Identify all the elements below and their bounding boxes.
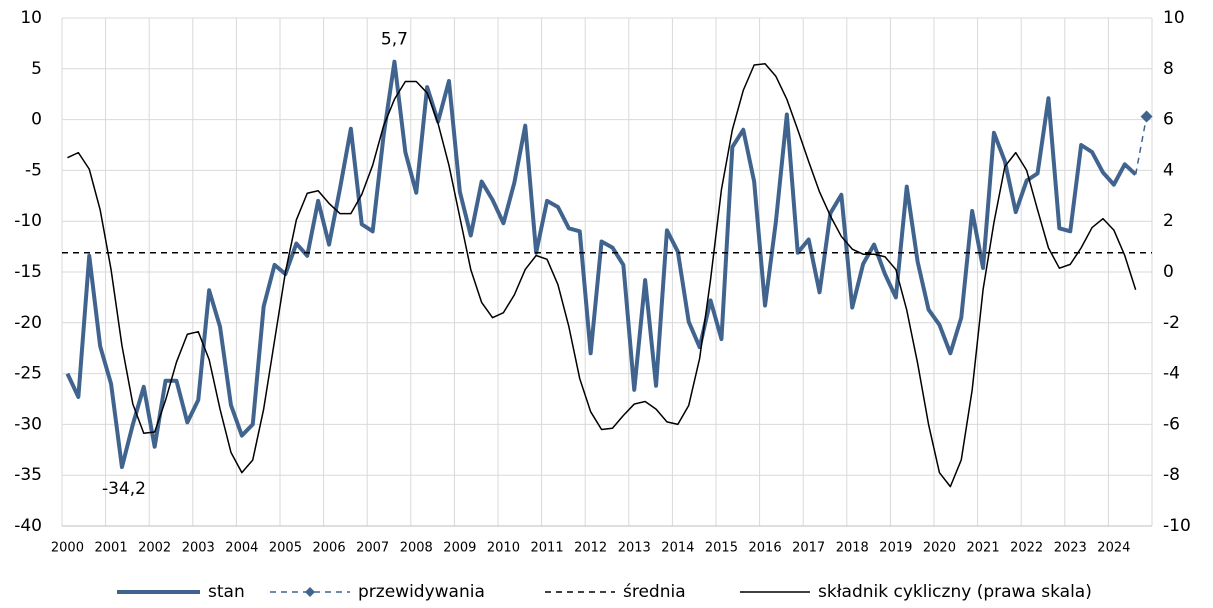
x-tick-label: 2016 bbox=[749, 541, 782, 556]
x-tick-label: 2011 bbox=[531, 541, 564, 556]
legend-label: średnia bbox=[623, 582, 686, 602]
x-tick-label: 2019 bbox=[879, 541, 912, 556]
data-label: 5,7 bbox=[381, 30, 408, 50]
x-tick-label: 2004 bbox=[225, 541, 258, 556]
x-tick-label: 2017 bbox=[792, 541, 825, 556]
series-line bbox=[65, 59, 1138, 470]
x-tick-label: 2006 bbox=[313, 541, 346, 556]
y2-tick-label: 6 bbox=[1163, 110, 1174, 130]
series-line bbox=[1134, 116, 1148, 175]
x-tick-label: 2021 bbox=[967, 541, 1000, 556]
x-tick-label: 2001 bbox=[95, 541, 128, 556]
y-tick-label: 10 bbox=[20, 8, 42, 28]
legend-marker bbox=[305, 587, 315, 597]
y-tick-label: 0 bbox=[31, 110, 42, 130]
x-tick-label: 2018 bbox=[836, 541, 869, 556]
x-tick-label: 2022 bbox=[1010, 541, 1043, 556]
series-line bbox=[67, 62, 1137, 488]
x-tick-label: 2000 bbox=[51, 541, 84, 556]
y2-tick-label: 2 bbox=[1163, 211, 1174, 231]
x-tick-label: 2014 bbox=[661, 541, 694, 556]
y-tick-label: -20 bbox=[14, 313, 42, 333]
y2-tick-label: -6 bbox=[1163, 414, 1180, 434]
y-tick-label: -40 bbox=[14, 516, 42, 536]
x-tick-label: 2008 bbox=[400, 541, 433, 556]
y-tick-label: -15 bbox=[14, 262, 42, 282]
y-tick-label: -5 bbox=[25, 160, 42, 180]
x-tick-label: 2005 bbox=[269, 541, 302, 556]
y2-tick-label: -4 bbox=[1163, 364, 1180, 384]
legend-label: stan bbox=[208, 582, 245, 602]
y-tick-label: -35 bbox=[14, 465, 42, 485]
data-label: -34,2 bbox=[102, 479, 146, 499]
y-tick-label: -25 bbox=[14, 364, 42, 384]
x-tick-label: 2015 bbox=[705, 541, 738, 556]
x-tick-label: 2012 bbox=[574, 541, 607, 556]
x-tick-label: 2023 bbox=[1054, 541, 1087, 556]
y2-tick-label: -10 bbox=[1163, 516, 1191, 536]
x-tick-label: 2024 bbox=[1097, 541, 1130, 556]
y2-tick-label: -2 bbox=[1163, 313, 1180, 333]
legend-label: składnik cykliczny (prawa skala) bbox=[818, 582, 1092, 602]
x-tick-label: 2010 bbox=[487, 541, 520, 556]
y-tick-label: -30 bbox=[14, 414, 42, 434]
x-tick-label: 2007 bbox=[356, 541, 389, 556]
y2-tick-label: -8 bbox=[1163, 465, 1180, 485]
y2-tick-label: 8 bbox=[1163, 59, 1174, 79]
y-tick-label: 5 bbox=[31, 59, 42, 79]
x-tick-label: 2020 bbox=[923, 541, 956, 556]
x-tick-label: 2009 bbox=[443, 541, 476, 556]
y2-tick-label: 10 bbox=[1163, 8, 1185, 28]
legend-label: przewidywania bbox=[358, 582, 485, 602]
y2-tick-label: 0 bbox=[1163, 262, 1174, 282]
y2-tick-label: 4 bbox=[1163, 160, 1174, 180]
y-tick-label: -10 bbox=[14, 211, 42, 231]
x-tick-label: 2013 bbox=[618, 541, 651, 556]
x-tick-label: 2003 bbox=[182, 541, 215, 556]
x-tick-label: 2002 bbox=[138, 541, 171, 556]
